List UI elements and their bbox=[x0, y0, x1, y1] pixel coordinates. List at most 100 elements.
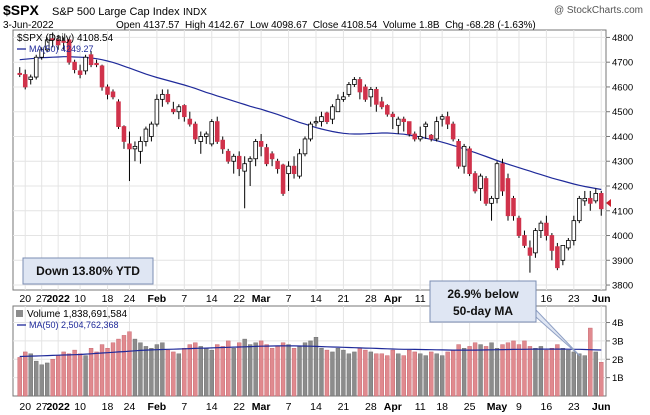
candle-body bbox=[346, 84, 352, 95]
candle-body bbox=[17, 72, 23, 75]
x-tick-label: 27 bbox=[36, 401, 48, 413]
candle-body bbox=[83, 56, 88, 72]
candle-body bbox=[423, 123, 428, 127]
candle-body bbox=[357, 79, 363, 93]
volume-bar bbox=[132, 338, 138, 397]
volume-bar bbox=[461, 348, 467, 397]
candle-body bbox=[363, 86, 368, 100]
candle-body bbox=[127, 143, 132, 150]
watermark: @ StockCharts.com bbox=[554, 5, 643, 16]
volume-bar bbox=[275, 346, 280, 397]
candle-body bbox=[577, 197, 582, 222]
x-tick-label: 7 bbox=[286, 401, 292, 413]
ohlc-stats: Open 4137.57 High 4142.67 Low 4098.67 Cl… bbox=[116, 20, 536, 31]
volume-bar bbox=[516, 344, 522, 397]
volume-bar bbox=[593, 351, 598, 397]
candle-body bbox=[456, 141, 461, 167]
x-tick-label: 14 bbox=[206, 401, 218, 413]
candle-body bbox=[533, 230, 538, 254]
volume-bar bbox=[34, 360, 39, 397]
x-tick-label: 23 bbox=[568, 401, 580, 413]
price-y-tick-label: 4600 bbox=[612, 82, 633, 93]
candle-body bbox=[99, 65, 105, 88]
price-y-tick-label: 4000 bbox=[612, 231, 633, 242]
volume-bar bbox=[72, 349, 77, 397]
volume-bar bbox=[105, 348, 110, 397]
candle-body bbox=[165, 93, 171, 103]
candle-body bbox=[72, 61, 77, 71]
volume-bar bbox=[341, 349, 346, 397]
price-y-tick-label: 4200 bbox=[612, 182, 633, 193]
candle-body bbox=[280, 164, 286, 194]
candle-body bbox=[588, 197, 593, 204]
candle-body bbox=[385, 105, 390, 115]
volume-bar bbox=[83, 355, 88, 397]
volume-bar bbox=[264, 344, 269, 397]
candle-body bbox=[511, 197, 516, 217]
volume-bar bbox=[390, 349, 395, 397]
volume-y-tick-label: 3B bbox=[612, 336, 624, 347]
candle-body bbox=[467, 148, 472, 175]
volume-bar bbox=[335, 348, 341, 397]
candle-body bbox=[236, 155, 242, 170]
volume-bar bbox=[28, 353, 33, 397]
volume-bar bbox=[505, 342, 511, 397]
volume-bar bbox=[489, 342, 494, 397]
candle-body bbox=[39, 49, 44, 58]
candle-body bbox=[428, 134, 434, 140]
volume-bar bbox=[226, 340, 231, 397]
price-legend: $SPX (Daily) 4108.54 bbox=[17, 33, 114, 44]
x-tick-label: 25 bbox=[464, 401, 476, 413]
candle-body bbox=[302, 138, 308, 155]
volume-bar bbox=[187, 344, 192, 397]
x-tick-label: 27 bbox=[36, 293, 48, 305]
x-tick-label: 18 bbox=[102, 401, 114, 413]
price-y-tick-label: 4400 bbox=[612, 132, 633, 143]
candle-body bbox=[225, 150, 231, 162]
candle-body bbox=[335, 98, 341, 113]
index-name: S&P 500 Large Cap Index bbox=[52, 6, 180, 18]
candle-body bbox=[182, 105, 187, 118]
candle-body bbox=[264, 147, 269, 165]
x-tick-label: 7 bbox=[286, 293, 292, 305]
volume-bar bbox=[247, 344, 253, 397]
x-tick-label: 11 bbox=[415, 293, 426, 305]
volume-bar bbox=[346, 353, 352, 397]
volume-bar bbox=[44, 362, 50, 397]
price-y-tick-label: 4500 bbox=[612, 107, 633, 118]
candle-body bbox=[341, 96, 346, 100]
candle-body bbox=[231, 155, 236, 162]
volume-bar bbox=[237, 342, 242, 397]
price-panel bbox=[12, 29, 607, 291]
volume-bar bbox=[280, 342, 286, 397]
x-tick-label: 20 bbox=[19, 401, 31, 413]
x-tick-label: 16 bbox=[541, 401, 553, 413]
x-tick-label: Jun bbox=[592, 293, 611, 305]
volume-bar bbox=[357, 348, 363, 397]
candle-body bbox=[121, 126, 127, 142]
candle-body bbox=[105, 86, 110, 95]
volume-bar bbox=[467, 346, 472, 397]
candle-body bbox=[291, 165, 297, 175]
candle-body bbox=[324, 112, 330, 123]
x-tick-label: 9 bbox=[516, 401, 522, 413]
candle-body bbox=[55, 39, 61, 46]
volume-bar bbox=[555, 344, 560, 397]
candle-body bbox=[253, 141, 258, 160]
candle-body bbox=[132, 145, 138, 150]
candle-body bbox=[297, 153, 302, 177]
x-tick-label: 14 bbox=[310, 293, 322, 305]
candle-body bbox=[247, 158, 253, 162]
volume-bar bbox=[478, 344, 483, 397]
volume-bar bbox=[253, 342, 258, 397]
candle-body bbox=[28, 76, 33, 80]
candle-body bbox=[160, 93, 165, 100]
last-price-marker bbox=[606, 199, 611, 207]
volume-bar bbox=[412, 351, 417, 397]
x-tick-label: 23 bbox=[568, 293, 580, 305]
candle-body bbox=[593, 193, 599, 202]
candle-body bbox=[176, 106, 182, 113]
volume-ma-legend: MA(50) 2,504,762,368 bbox=[29, 320, 119, 330]
ytd-box bbox=[22, 257, 154, 285]
